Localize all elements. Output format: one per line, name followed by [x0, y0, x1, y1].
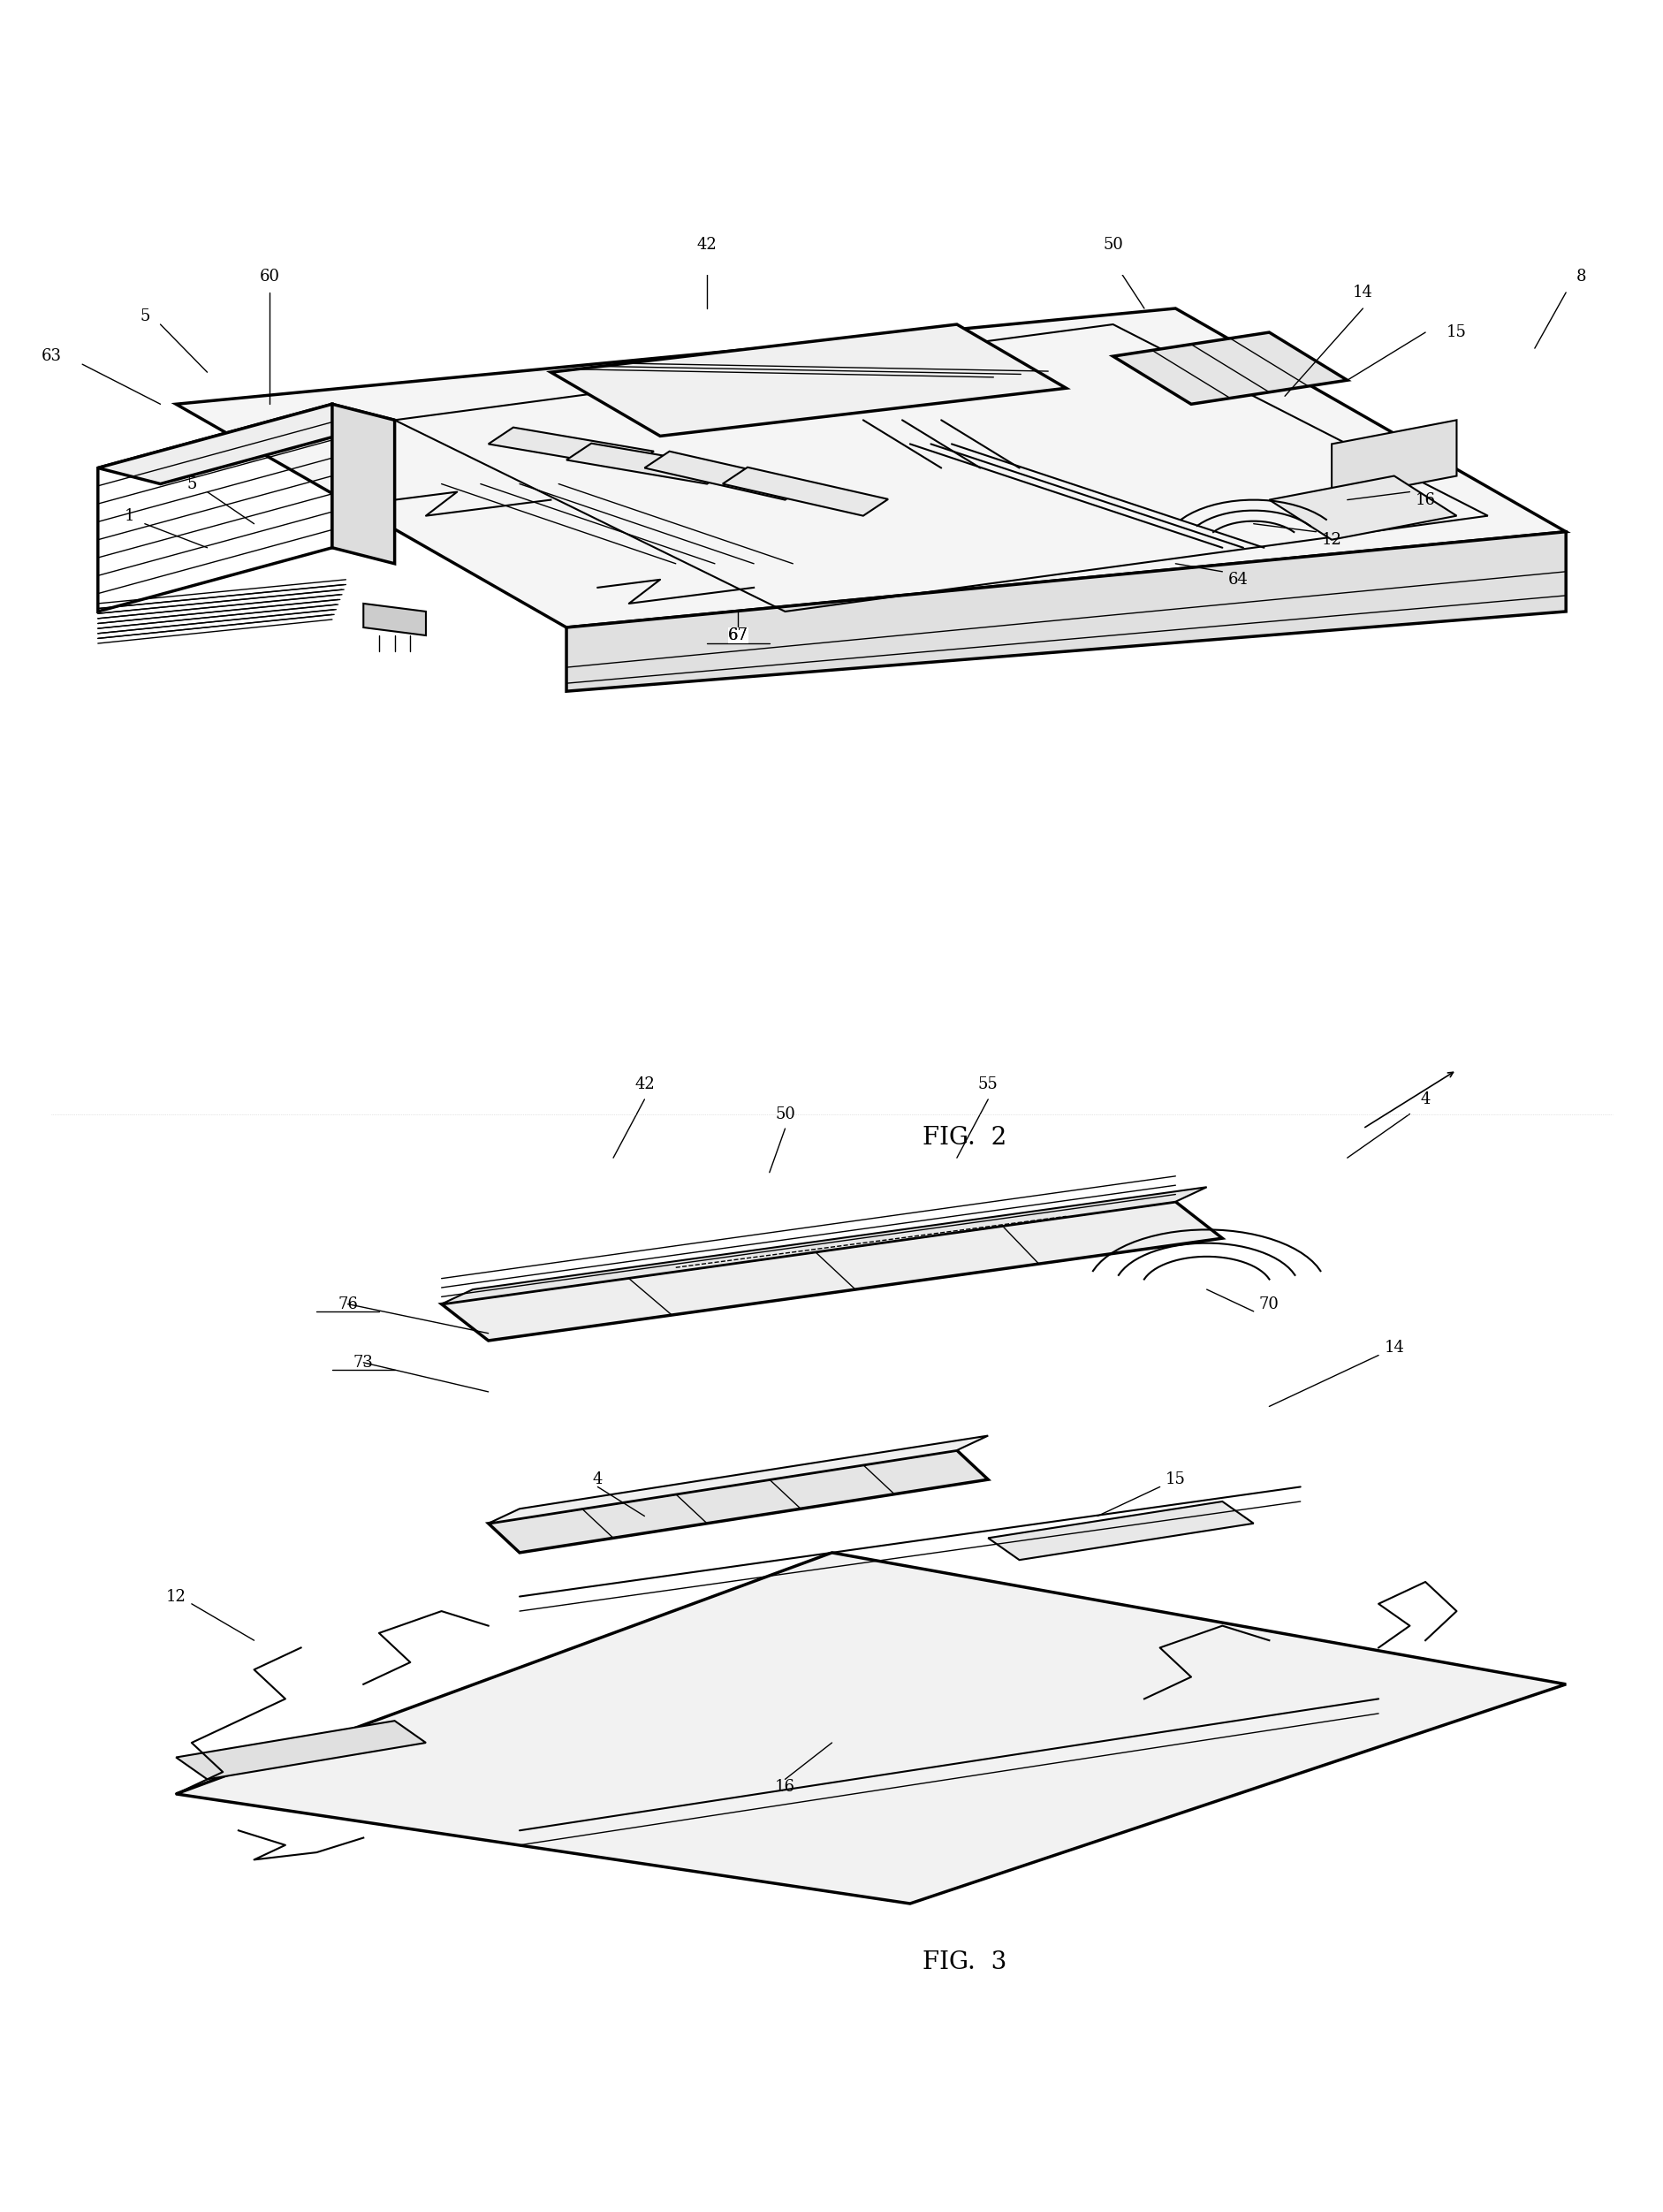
Polygon shape	[176, 1553, 1565, 1905]
Text: 42: 42	[634, 1077, 654, 1093]
Text: 12: 12	[166, 1588, 186, 1604]
Text: 16: 16	[1415, 491, 1435, 509]
Polygon shape	[98, 405, 394, 484]
Text: 63: 63	[42, 347, 62, 365]
Text: 50: 50	[775, 1106, 795, 1121]
Text: 60: 60	[259, 268, 279, 285]
Text: 67: 67	[728, 628, 748, 644]
Polygon shape	[565, 531, 1565, 692]
Text: 14: 14	[1352, 285, 1372, 301]
Text: 16: 16	[775, 1778, 795, 1794]
Text: 4: 4	[592, 1471, 602, 1486]
Text: 14: 14	[1384, 1340, 1404, 1356]
Polygon shape	[489, 1436, 988, 1524]
Text: FIG.  2: FIG. 2	[923, 1126, 1006, 1150]
Text: 12: 12	[1320, 531, 1340, 549]
Text: 73: 73	[353, 1354, 373, 1371]
Polygon shape	[489, 1451, 988, 1553]
Text: 76: 76	[338, 1296, 358, 1312]
Text: 15: 15	[1445, 325, 1467, 341]
Polygon shape	[441, 1188, 1206, 1305]
Polygon shape	[1113, 332, 1347, 405]
Polygon shape	[333, 405, 394, 564]
Text: 70: 70	[1259, 1296, 1279, 1312]
Polygon shape	[644, 451, 810, 500]
Polygon shape	[565, 442, 732, 484]
Polygon shape	[988, 1502, 1252, 1559]
Text: 64: 64	[1227, 571, 1247, 588]
Text: 55: 55	[978, 1077, 998, 1093]
Text: 15: 15	[1164, 1471, 1186, 1486]
Text: 50: 50	[1103, 237, 1123, 252]
Polygon shape	[550, 325, 1066, 436]
Polygon shape	[441, 1201, 1222, 1340]
Polygon shape	[489, 427, 654, 469]
Text: 1: 1	[125, 509, 135, 524]
Text: 42: 42	[697, 237, 717, 252]
Polygon shape	[1330, 420, 1455, 500]
Polygon shape	[363, 604, 426, 635]
Text: 5: 5	[186, 476, 196, 491]
Polygon shape	[176, 307, 1565, 628]
Text: FIG.  3: FIG. 3	[923, 1951, 1006, 1973]
Text: 4: 4	[1420, 1091, 1430, 1108]
Text: 67: 67	[728, 628, 748, 644]
Polygon shape	[722, 467, 888, 515]
Polygon shape	[176, 1721, 426, 1778]
Polygon shape	[1269, 476, 1455, 540]
Text: 8: 8	[1575, 268, 1587, 285]
Text: 5: 5	[140, 307, 150, 325]
